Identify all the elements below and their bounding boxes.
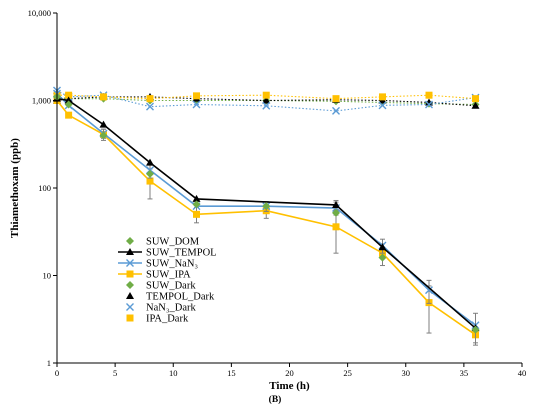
legend-label: IPA_Dark (146, 314, 189, 325)
data-point (425, 91, 433, 99)
data-point (472, 95, 479, 103)
data-point (64, 96, 73, 104)
legend-marker (126, 270, 134, 278)
data-point (332, 223, 340, 231)
data-point (332, 95, 340, 103)
legend-entry: TEMPOL_Dark (126, 292, 215, 303)
y-tick-label: 1 (47, 358, 51, 368)
axes: 0 5 10 15 20 25 30 35 40 1 10 100 1,000 10,000 (28, 8, 527, 378)
data-point (425, 286, 433, 295)
data-point (192, 200, 201, 209)
legend: SUW_DOMSUW_TEMPOLSUW_NaN₃SUW_IPASUW_Dark… (118, 237, 217, 325)
data-point (262, 91, 270, 99)
data-point (378, 243, 387, 251)
legend-entry: SUW_IPA (118, 270, 191, 281)
series-suw-tempol (53, 94, 480, 332)
data-point (471, 325, 480, 334)
legend-label: SUW_IPA (146, 270, 191, 281)
data-point (193, 92, 200, 100)
series-line (56, 96, 476, 106)
legend-label: NaN₃_Dark (146, 303, 196, 314)
x-tick-label: 35 (460, 368, 469, 378)
legend-entry: SUW_TEMPOL (118, 248, 217, 259)
legend-entry: NaN₃_Dark (126, 303, 196, 314)
data-point (99, 131, 108, 140)
data-point (262, 96, 271, 104)
legend-label: SUW_NaN₃ (146, 259, 198, 270)
data-point (193, 210, 200, 218)
y-tick-label: 1,000 (32, 96, 51, 106)
legend-marker (126, 303, 134, 311)
x-tick-label: 20 (285, 368, 294, 378)
legend-marker (126, 281, 134, 289)
legend-label: SUW_Dark (146, 281, 196, 292)
data-point (146, 169, 154, 178)
legend-marker (126, 259, 134, 267)
y-tick-label: 10 (43, 271, 52, 281)
data-point (100, 93, 107, 101)
data-point (378, 101, 387, 110)
data-point (332, 208, 340, 217)
data-point (146, 102, 154, 111)
legend-entry: SUW_NaN₃ (118, 259, 198, 270)
legend-entry: SUW_Dark (126, 281, 196, 292)
x-tick-label: 0 (55, 368, 59, 378)
legend-marker (126, 314, 134, 322)
data-point (65, 91, 73, 99)
x-tick-label: 25 (343, 368, 352, 378)
series-line (56, 100, 476, 336)
x-axis-title: Time (h) (269, 380, 310, 392)
data-point (146, 95, 154, 103)
data-point (425, 100, 433, 109)
y-axis-title: Thiamethoxam (ppb) (9, 138, 21, 238)
legend-marker (126, 237, 134, 245)
data-point (192, 100, 201, 109)
series-ipa-dark (53, 91, 479, 103)
plot-area (53, 86, 480, 346)
legend-label: SUW_DOM (146, 237, 200, 248)
legend-label: SUW_TEMPOL (146, 248, 217, 259)
legend-entry: SUW_DOM (126, 237, 200, 248)
x-tick-label: 30 (402, 368, 411, 378)
x-tick-label: 40 (518, 368, 527, 378)
data-point (64, 100, 73, 109)
x-tick-label: 5 (113, 368, 117, 378)
legend-entry: IPA_Dark (126, 314, 189, 325)
x-tick-label: 10 (169, 368, 178, 378)
data-point (146, 177, 154, 185)
x-tick-label: 15 (227, 368, 236, 378)
data-point (65, 111, 73, 119)
data-point (471, 101, 480, 109)
legend-marker (126, 248, 134, 255)
series-line (56, 96, 476, 107)
series-line (57, 94, 476, 100)
y-tick-label: 10,000 (28, 8, 51, 18)
data-point (262, 202, 271, 211)
data-point (378, 253, 387, 262)
panel-label: (B) (269, 394, 282, 405)
y-tick-label: 100 (38, 183, 51, 193)
legend-label: TEMPOL_Dark (146, 292, 215, 303)
data-point (425, 98, 433, 106)
series-suw-dom (53, 92, 480, 334)
data-point (146, 158, 154, 166)
series-line (56, 97, 477, 329)
data-point (332, 106, 340, 115)
data-point (262, 101, 271, 110)
data-point (99, 120, 108, 128)
data-point (192, 194, 201, 202)
data-point (379, 93, 386, 101)
legend-marker (126, 292, 134, 299)
data-point (332, 200, 340, 208)
